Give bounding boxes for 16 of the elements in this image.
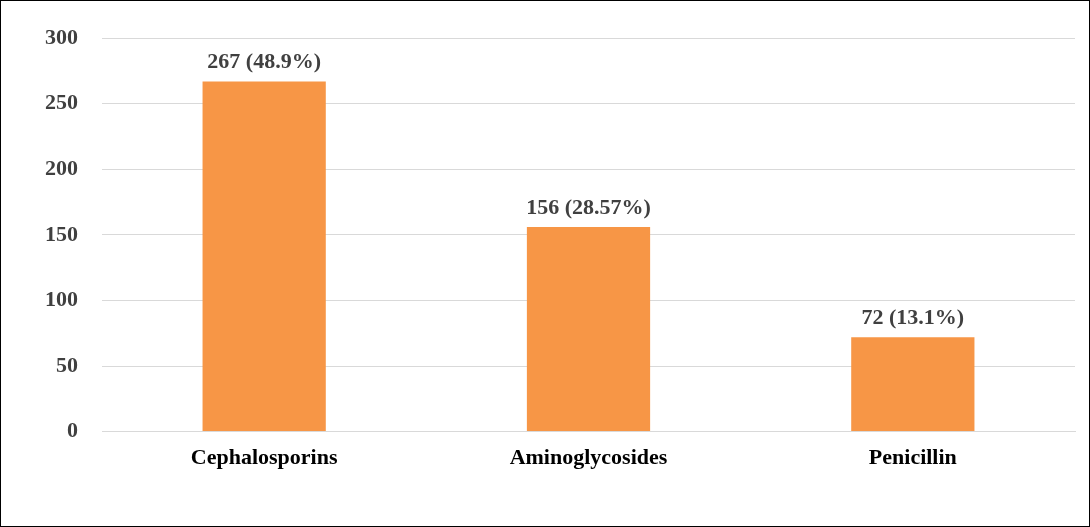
y-tick-label: 250 [45,89,78,115]
data-label: 72 (13.1%) [861,303,965,329]
x-tick-label: Penicillin [868,444,957,470]
data-label: 267 (48.9%) [207,48,321,74]
bar [202,81,326,432]
y-tick-label: 0 [67,417,78,443]
x-tick-label: Cephalosporins [190,444,338,470]
y-tick-label: 200 [45,155,78,181]
bar [526,227,651,432]
y-tick-label: 300 [45,23,78,49]
y-tick-label: 100 [45,286,78,312]
x-tick-label: Aminoglycosides [509,444,668,470]
data-label: 156 (28.57%) [526,193,651,219]
bar [851,337,975,432]
y-tick-label: 150 [45,220,78,246]
y-tick-label: 50 [56,351,78,377]
